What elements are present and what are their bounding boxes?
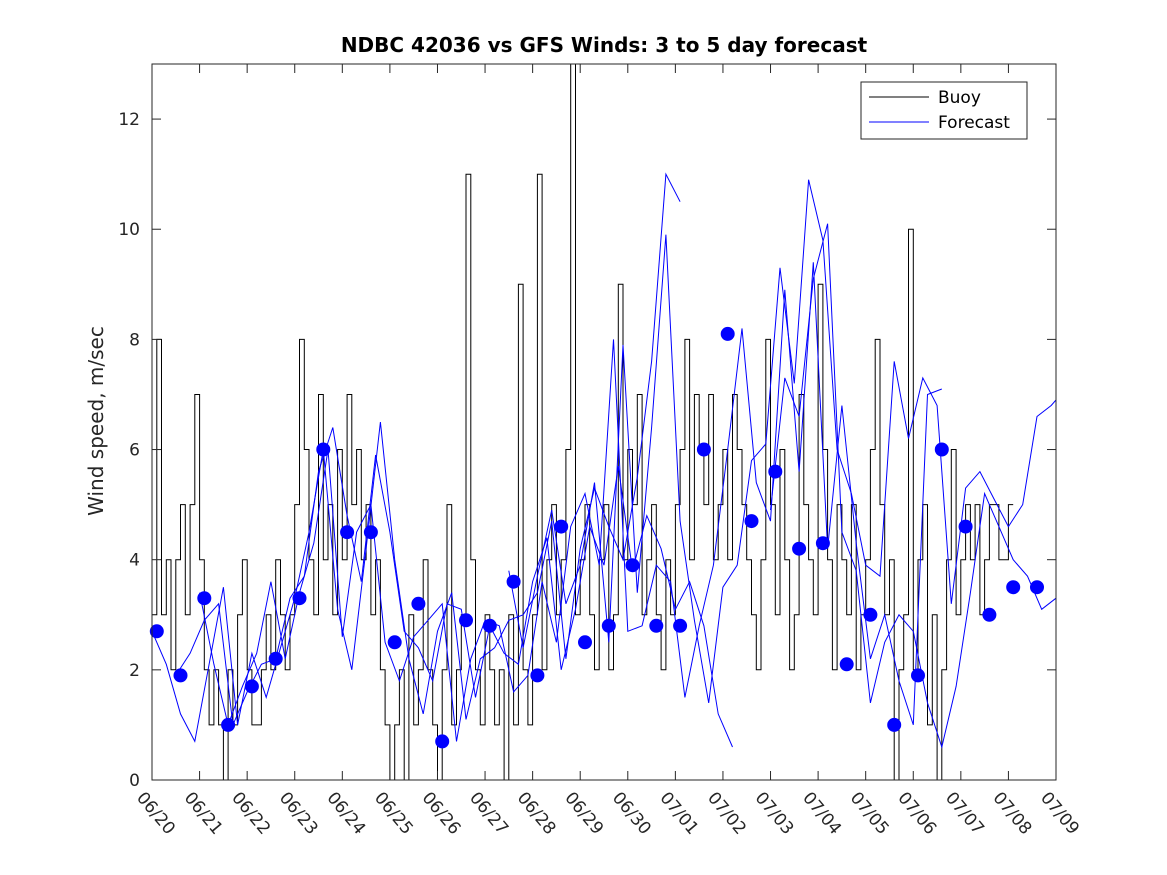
forecast-marker — [435, 734, 450, 749]
legend-label-buoy: Buoy — [938, 88, 981, 108]
y-tick-label: 0 — [129, 771, 140, 791]
y-tick-label: 2 — [129, 661, 140, 681]
forecast-marker — [197, 591, 212, 606]
forecast-marker — [744, 514, 759, 529]
forecast-marker — [1006, 580, 1021, 595]
series-forecast-line — [175, 427, 733, 748]
forecast-marker — [530, 668, 545, 683]
legend-box — [860, 81, 1028, 140]
forecast-marker — [482, 618, 497, 633]
legend: Buoy Forecast — [860, 81, 1028, 140]
forecast-marker — [792, 541, 807, 556]
forecast-marker — [387, 635, 402, 650]
series-forecast-line — [199, 262, 942, 742]
forecast-marker — [268, 651, 283, 666]
forecast-marker — [173, 668, 188, 683]
forecast-marker — [554, 519, 569, 534]
y-tick-label: 8 — [129, 330, 140, 350]
forecast-marker — [839, 657, 854, 672]
y-axis: 0 2 4 6 8 10 12 — [118, 110, 1056, 791]
y-tick-label: 6 — [129, 441, 140, 461]
forecast-marker — [601, 618, 616, 633]
forecast-marker — [887, 717, 902, 732]
marker-layer — [149, 326, 1044, 749]
forecast-marker — [720, 326, 735, 341]
forecast-marker — [863, 607, 878, 622]
series-forecast-line — [508, 179, 1056, 703]
forecast-marker — [673, 618, 688, 633]
forecast-marker — [316, 442, 331, 457]
forecast-marker — [982, 607, 997, 622]
forecast-marker — [1030, 580, 1044, 595]
forecast-marker — [578, 635, 592, 650]
series-layer — [152, 64, 1056, 780]
forecast-marker — [958, 519, 973, 534]
forecast-marker — [625, 558, 640, 573]
forecast-marker — [221, 717, 236, 732]
forecast-marker — [649, 618, 664, 633]
forecast-marker — [244, 679, 259, 694]
forecast-marker — [506, 574, 521, 589]
forecast-marker — [768, 464, 783, 479]
series-buoy-line — [152, 64, 1014, 780]
forecast-marker — [363, 525, 378, 540]
forecast-marker — [815, 536, 830, 551]
plot-frame — [151, 63, 1057, 781]
series-forecast-line — [770, 223, 1056, 749]
forecast-marker — [340, 525, 355, 540]
forecast-marker — [934, 442, 949, 457]
y-tick-label: 10 — [118, 220, 140, 240]
y-tick-label: 4 — [129, 551, 140, 571]
chart-title: NDBC 42036 vs GFS Winds: 3 to 5 day fore… — [341, 33, 868, 57]
forecast-marker — [292, 591, 307, 606]
forecast-marker — [459, 613, 473, 628]
y-axis-label: Wind speed, m/sec — [84, 326, 108, 516]
legend-label-forecast: Forecast — [938, 113, 1010, 133]
forecast-marker — [696, 442, 711, 457]
y-tick-label: 12 — [118, 110, 140, 130]
forecast-marker — [411, 596, 426, 611]
forecast-marker — [911, 668, 925, 683]
forecast-marker — [149, 624, 164, 639]
